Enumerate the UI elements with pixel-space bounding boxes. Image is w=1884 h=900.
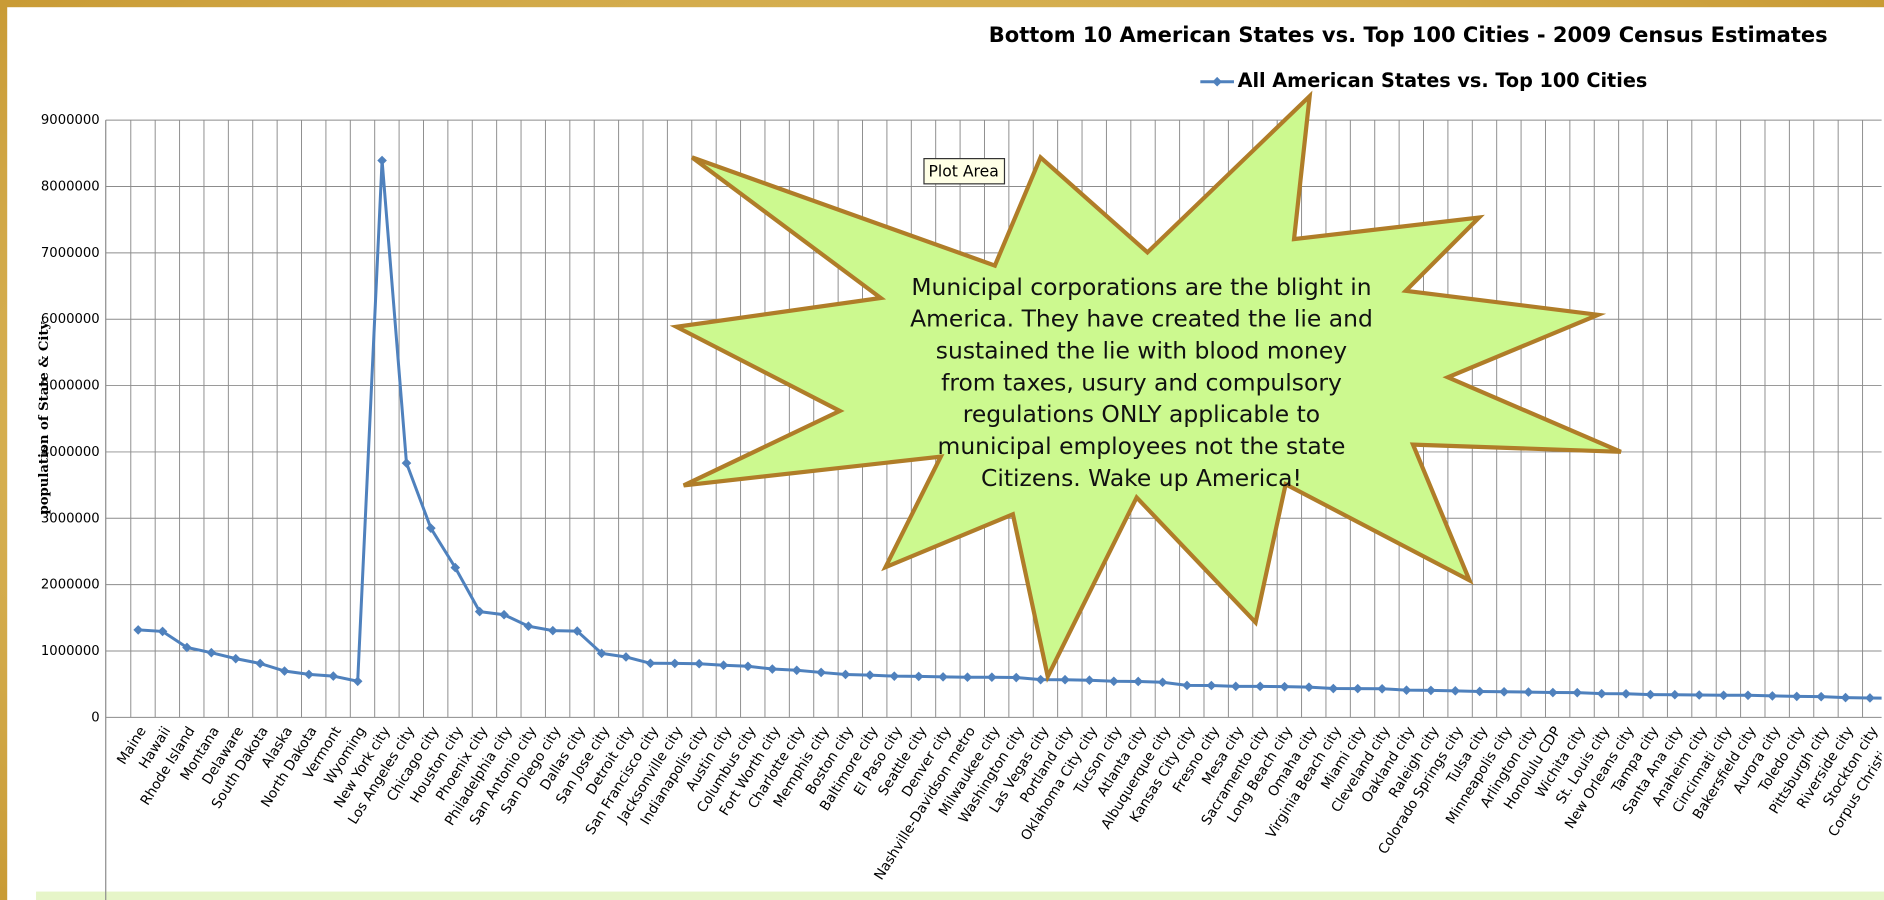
data-point [1621, 688, 1631, 699]
data-point [987, 672, 997, 683]
y-tick-label: 1000000 [41, 644, 100, 659]
data-point [1377, 683, 1387, 694]
annotation-line: from taxes, usury and compulsory [941, 368, 1342, 396]
data-point [1401, 685, 1412, 695]
y-tick-label: 0 [91, 710, 99, 725]
data-point [1279, 681, 1290, 692]
legend-marker [1212, 76, 1222, 87]
data-point [1840, 692, 1851, 703]
data-point [1035, 674, 1046, 685]
tooltip-box [923, 158, 1006, 185]
data-point [1084, 675, 1095, 686]
y-axis-label: population of State & City [37, 321, 52, 514]
data-point [816, 667, 826, 678]
data-point [1548, 687, 1558, 698]
y-tick-label: 7000000 [41, 246, 100, 261]
data-point [133, 625, 143, 635]
data-point [889, 671, 900, 681]
data-point [791, 665, 802, 676]
y-tick-label: 9000000 [41, 113, 100, 128]
overlay: Plot Area Municipal corporations are the… [669, 90, 1622, 683]
data-point [1133, 676, 1144, 687]
data-point [645, 658, 656, 669]
annotation-line: sustained the lie with blood money [936, 337, 1347, 365]
data-point [1474, 686, 1485, 697]
data-point [328, 671, 339, 681]
data-point [596, 648, 607, 659]
data-point [1060, 674, 1070, 685]
bottom-strip [36, 891, 1884, 900]
data-point [1791, 691, 1802, 702]
data-point [474, 606, 485, 617]
data-point [1670, 689, 1680, 700]
starburst [669, 90, 1622, 683]
data-point [1426, 685, 1436, 696]
data-point [1304, 682, 1314, 692]
legend-label: All American States vs. Top 100 Cities [1238, 69, 1648, 92]
data-point [840, 669, 851, 680]
tooltip: Plot Area [928, 162, 998, 180]
data-point [1523, 687, 1534, 697]
y-tick-label: 5000000 [41, 379, 100, 394]
data-point [1450, 686, 1461, 696]
data-point [1499, 687, 1509, 697]
data-point [621, 652, 631, 662]
data-point [1352, 683, 1363, 694]
y-tick-label: 3000000 [41, 511, 100, 526]
data-point [669, 658, 680, 669]
annotation-line: Municipal corporations are the blight in [911, 273, 1371, 301]
data-point [548, 625, 558, 636]
data-point [1109, 676, 1119, 687]
data-point [352, 676, 363, 687]
data-point [865, 670, 875, 680]
y-tick-label: 6000000 [41, 312, 100, 327]
data-point [1011, 672, 1022, 683]
data-point [206, 647, 217, 658]
data-point [1572, 687, 1583, 698]
data-point [913, 671, 924, 682]
data-point [1865, 693, 1875, 703]
data-point [1816, 691, 1826, 702]
data-point [1157, 677, 1168, 688]
data-point [718, 660, 729, 671]
data-point [962, 672, 973, 683]
data-point [1718, 690, 1729, 701]
data-point [1767, 691, 1778, 701]
data-point [230, 653, 241, 664]
data-point [304, 669, 314, 680]
data-point [255, 658, 265, 669]
data-point [1206, 680, 1217, 691]
data-point [1328, 683, 1339, 694]
data-point [1596, 688, 1607, 699]
data-point [938, 672, 948, 682]
y-tick-label: 8000000 [41, 180, 100, 195]
y-tick-label: 2000000 [41, 578, 100, 593]
data-point [499, 609, 509, 620]
data-point [572, 626, 583, 636]
data-point [1645, 689, 1656, 700]
data-point [743, 661, 753, 672]
data-point [1182, 680, 1192, 691]
data-point [1230, 681, 1241, 692]
data-point [1694, 690, 1705, 700]
annotation-line: America. They have created the lie and [910, 305, 1373, 333]
data-point [694, 658, 704, 669]
annotation-line: regulations ONLY applicable to [963, 400, 1320, 428]
data-point [1255, 681, 1265, 692]
y-tick-label: 4000000 [41, 445, 100, 460]
data-point [157, 626, 168, 637]
data-point [1743, 690, 1753, 701]
annotation-line: Citizens. Wake up America! [981, 464, 1302, 492]
chart-title: Bottom 10 American States vs. Top 100 Ci… [989, 22, 1828, 47]
data-point [182, 642, 192, 653]
annotation-line: municipal employees not the state [938, 432, 1346, 460]
data-point [767, 664, 778, 674]
data-point [523, 621, 534, 631]
